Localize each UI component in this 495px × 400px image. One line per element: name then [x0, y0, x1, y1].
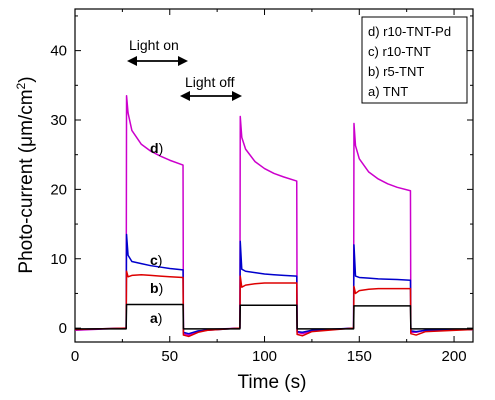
x-axis-title: Time (s)	[238, 372, 307, 393]
y-tick-label: 10	[50, 251, 67, 268]
plot-area-frame	[74, 8, 474, 343]
x-tick-label: 150	[347, 348, 372, 365]
x-tick-label: 200	[442, 348, 467, 365]
y-axis-title-close: )	[16, 76, 37, 82]
legend-entry-b: b) r5-TNT	[368, 64, 424, 79]
series-labels: d) c) b) a)	[150, 140, 163, 326]
legend-box	[361, 16, 468, 104]
legend-entry-c: c) r10-TNT	[368, 44, 431, 59]
series-label-b-text: b	[150, 280, 159, 296]
series-line-b	[74, 270, 474, 338]
series-line-d	[74, 94, 474, 336]
legend-entry-a: a) TNT	[368, 84, 408, 99]
y-axis-title: Photo-current (μm/cm2)	[14, 76, 37, 273]
series-label-d-paren: )	[159, 140, 164, 156]
light-on-label: Light on	[129, 37, 179, 53]
series-label-c: c)	[150, 252, 162, 268]
series-label-d: d)	[150, 140, 163, 156]
series-line-c	[74, 233, 474, 335]
y-axis-title-main: Photo-current (μm/cm	[16, 89, 37, 273]
y-tick-label: 30	[50, 112, 67, 129]
light-on-arrow	[127, 56, 188, 66]
legend-entry-d: d) r10-TNT-Pd	[368, 24, 451, 39]
series-lines	[74, 94, 474, 338]
series-label-a-text: a	[150, 310, 158, 326]
series-line-a	[75, 303, 473, 330]
x-tick-label: 100	[252, 348, 277, 365]
series-label-d-text: d	[150, 140, 159, 156]
series-label-a: a)	[150, 310, 162, 326]
x-tick-label: 50	[161, 348, 178, 365]
y-axis-title-superscript: 2	[14, 82, 28, 89]
x-tick-label: 0	[71, 348, 79, 365]
light-off-label: Light off	[185, 74, 235, 90]
y-tick-label: 20	[50, 181, 67, 198]
y-tick-label: 40	[50, 43, 67, 60]
annotations: Light on Light off	[127, 37, 242, 101]
series-label-a-paren: )	[158, 310, 163, 326]
series-label-c-text: c	[150, 252, 158, 268]
series-label-b: b)	[150, 280, 163, 296]
legend: d) r10-TNT-Pd c) r10-TNT b) r5-TNT a) TN…	[361, 16, 468, 104]
light-off-arrow	[180, 91, 242, 101]
axis-ticks: 0 50 100 150 200 0 10 20 30 40	[50, 9, 473, 365]
series-label-b-paren: )	[159, 280, 164, 296]
series-label-c-paren: )	[158, 252, 163, 268]
y-tick-label: 0	[59, 320, 67, 337]
